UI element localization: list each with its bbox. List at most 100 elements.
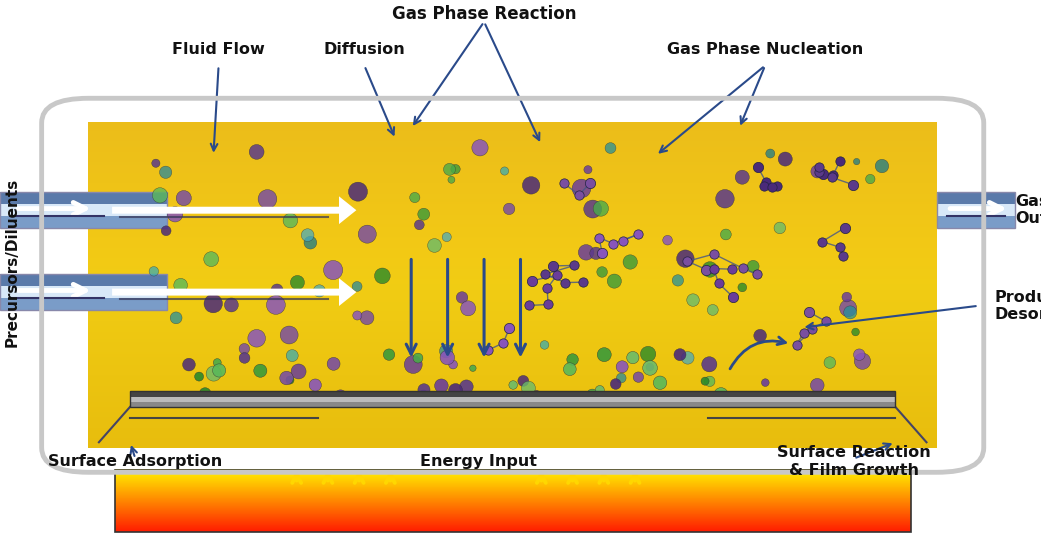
Bar: [88, 356, 937, 358]
Bar: [115, 531, 911, 532]
Bar: [115, 480, 911, 481]
Point: [679, 257, 695, 266]
Bar: [88, 280, 937, 282]
Point: [259, 194, 276, 203]
Bar: [88, 343, 937, 346]
Bar: [115, 482, 911, 483]
Bar: [115, 476, 911, 477]
Point: [282, 216, 299, 225]
Point: [561, 365, 578, 373]
Bar: [115, 512, 911, 513]
Bar: [88, 351, 937, 353]
Point: [349, 282, 365, 291]
Point: [536, 270, 553, 278]
Point: [713, 390, 730, 399]
Bar: [88, 254, 937, 256]
Bar: [88, 197, 937, 199]
Bar: [115, 486, 911, 487]
Point: [374, 271, 390, 280]
Bar: [88, 314, 937, 316]
Bar: [88, 306, 937, 308]
Point: [549, 271, 565, 280]
Point: [832, 243, 848, 252]
Point: [842, 308, 859, 317]
Point: [205, 299, 222, 308]
Bar: [88, 228, 937, 230]
Bar: [115, 474, 911, 475]
Bar: [88, 437, 937, 440]
Bar: [88, 246, 937, 248]
Point: [809, 381, 826, 390]
Bar: [115, 514, 911, 515]
Bar: [115, 475, 911, 476]
Point: [706, 250, 722, 258]
Point: [614, 236, 631, 245]
Bar: [115, 511, 911, 512]
Bar: [88, 173, 937, 175]
Bar: [115, 529, 911, 530]
Point: [415, 210, 432, 218]
Bar: [88, 371, 937, 373]
Bar: [115, 516, 911, 517]
Bar: [88, 293, 937, 295]
Bar: [115, 507, 911, 508]
Bar: [115, 497, 911, 498]
Point: [734, 173, 751, 182]
Point: [669, 276, 686, 285]
Bar: [115, 470, 911, 471]
Bar: [115, 495, 911, 496]
Point: [438, 347, 455, 355]
Point: [621, 258, 638, 266]
Bar: [88, 269, 937, 271]
Bar: [88, 302, 937, 305]
Bar: [115, 515, 911, 516]
Bar: [88, 353, 937, 355]
Point: [592, 204, 609, 213]
Text: Gas Phase Reaction: Gas Phase Reaction: [391, 5, 577, 22]
Bar: [88, 361, 937, 363]
Bar: [115, 508, 911, 509]
Bar: [88, 163, 937, 165]
Point: [359, 313, 376, 322]
Bar: [88, 286, 937, 288]
Point: [496, 339, 512, 347]
Bar: [115, 523, 911, 524]
Bar: [88, 239, 937, 241]
Bar: [115, 485, 911, 486]
Bar: [88, 439, 937, 441]
Bar: [88, 251, 937, 253]
Bar: [115, 529, 911, 530]
Point: [523, 181, 539, 189]
Point: [557, 278, 574, 287]
Bar: [115, 504, 911, 505]
Point: [847, 328, 864, 336]
Point: [607, 379, 624, 388]
Point: [595, 351, 612, 359]
Bar: [115, 524, 911, 525]
Point: [845, 181, 862, 189]
Bar: [115, 520, 911, 521]
Bar: [115, 491, 911, 492]
Bar: [88, 179, 937, 181]
Bar: [88, 242, 937, 245]
Bar: [115, 500, 911, 501]
Bar: [88, 359, 937, 361]
Bar: [88, 432, 937, 435]
Bar: [88, 272, 937, 274]
Bar: [88, 339, 937, 341]
Bar: [115, 520, 911, 521]
Bar: [115, 502, 911, 503]
Bar: [88, 265, 937, 268]
Bar: [88, 224, 937, 227]
Bar: [88, 247, 937, 250]
Point: [817, 317, 834, 325]
Bar: [115, 470, 911, 532]
Bar: [130, 391, 895, 407]
Point: [249, 334, 265, 343]
Bar: [115, 525, 911, 526]
Point: [236, 354, 253, 363]
Point: [405, 360, 422, 369]
Point: [536, 341, 553, 349]
Bar: [115, 494, 911, 495]
Bar: [115, 480, 911, 482]
